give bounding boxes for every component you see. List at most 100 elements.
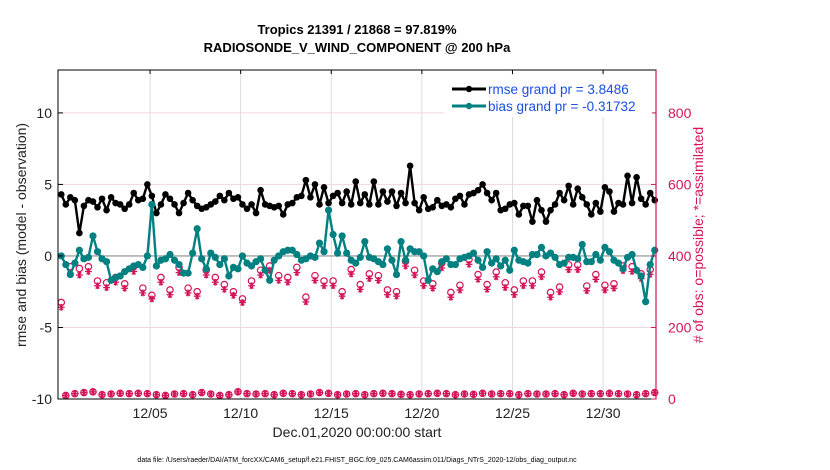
x-tick-label: 12/30 — [586, 405, 621, 421]
legend: rmse grand pr = 3.8486 bias grand pr = -… — [444, 75, 652, 117]
obs-assimilated-marker — [80, 389, 88, 396]
bias-point — [143, 252, 151, 260]
rmse-point — [510, 199, 518, 207]
bias-point — [216, 260, 224, 269]
obs-assimilated-marker — [85, 268, 92, 275]
x-axis-label: Dec.01,2020 00:00:00 start — [273, 424, 442, 440]
rmse-point — [406, 162, 414, 170]
obs-assimilated-marker — [583, 287, 591, 295]
bias-point — [415, 248, 423, 256]
rmse-point — [628, 199, 636, 207]
obs-assimilated-marker — [143, 390, 151, 398]
bias-point — [614, 259, 623, 267]
rmse-point — [366, 201, 373, 208]
rmse-point — [316, 201, 323, 208]
obs-assimilated-marker — [275, 277, 283, 284]
bias-point — [270, 256, 278, 264]
rmse-point — [62, 201, 70, 208]
obs-assimilated-marker — [429, 284, 437, 292]
obs-assimilated-marker — [284, 278, 292, 286]
bias-point — [275, 252, 283, 260]
obs-assimilated-marker — [406, 391, 414, 399]
obs-assimilated-marker — [370, 390, 378, 398]
rmse-point — [597, 208, 604, 215]
bias-point — [66, 270, 74, 279]
obs-assimilated-marker — [302, 298, 310, 306]
rmse-point — [492, 189, 500, 197]
y-left-tick-label: 5 — [44, 176, 52, 192]
obs-assimilated-marker — [411, 271, 419, 279]
obs-assimilated-marker — [365, 275, 373, 283]
rmse-point — [71, 196, 79, 204]
rmse-point — [624, 172, 631, 180]
obs-assimilated-marker — [89, 388, 97, 396]
bias-point — [592, 250, 600, 259]
obs-assimilated-marker — [596, 390, 604, 398]
bias-point — [537, 243, 546, 251]
rmse-point — [411, 199, 418, 207]
rmse-point — [578, 194, 586, 201]
bias-point — [338, 232, 346, 240]
obs-assimilated-marker — [501, 284, 509, 291]
obs-assimilated-marker — [433, 389, 441, 397]
obs-assimilated-marker — [307, 390, 314, 398]
bias-point — [84, 253, 93, 261]
obs-assimilated-marker — [379, 389, 387, 397]
y-axis-left-ticks: 10 5 0 -5 -10 — [32, 105, 63, 407]
obs-possible-marker — [75, 264, 84, 273]
obs-assimilated-marker — [57, 303, 65, 311]
bias-point — [546, 249, 555, 257]
obs-assimilated-marker — [356, 285, 364, 293]
rmse-point — [334, 189, 341, 197]
obs-assimilated-marker — [556, 288, 563, 296]
obs-assimilated-marker — [601, 286, 609, 294]
obs-assimilated-marker — [166, 291, 174, 299]
legend-bias-label: bias grand pr = -0.31732 — [488, 99, 635, 114]
y-left-tick-label: -5 — [40, 319, 53, 335]
obs-assimilated-marker — [578, 390, 586, 398]
rmse-point — [447, 204, 455, 211]
rmse-point — [370, 178, 378, 185]
obs-assimilated-marker — [442, 390, 450, 398]
bias-point — [424, 276, 432, 284]
legend-rmse-label: rmse grand pr = 3.8486 — [488, 82, 629, 97]
y-left-tick-label: 0 — [44, 248, 52, 264]
bias-point — [247, 262, 256, 270]
rmse-point — [107, 194, 115, 201]
obs-assimilated-marker — [547, 293, 554, 301]
obs-assimilated-marker — [538, 273, 545, 281]
obs-assimilated-marker — [465, 260, 473, 268]
obs-assimilated-marker — [533, 390, 541, 398]
obs-assimilated-marker — [415, 390, 423, 398]
obs-assimilated-marker — [239, 299, 246, 306]
rmse-point — [379, 188, 387, 195]
rmse-point — [483, 189, 491, 197]
rmse-point — [433, 196, 441, 204]
rmse-point — [633, 173, 640, 181]
rmse-point — [279, 211, 287, 218]
rmse-point — [384, 198, 391, 205]
obs-assimilated-marker — [470, 390, 477, 398]
obs-assimilated-marker — [569, 389, 577, 397]
data-file-footer: data file: /Users/raeder/DAI/ATM_forcXX/… — [137, 457, 577, 464]
rmse-point — [610, 208, 618, 215]
obs-assimilated-marker — [293, 269, 301, 276]
obs-assimilated-marker — [461, 390, 468, 398]
obs-assimilated-marker — [492, 273, 500, 281]
obs-assimilated-marker — [288, 390, 296, 398]
y-axis-right-ticks: 800 600 400 200 0 — [651, 105, 692, 407]
obs-assimilated-marker — [542, 390, 550, 398]
obs-assimilated-marker — [316, 389, 323, 396]
y-right-tick-label: 600 — [668, 176, 692, 192]
obs-assimilated-marker — [71, 390, 79, 398]
bias-point — [293, 250, 301, 259]
obs-assimilated-marker — [352, 390, 360, 398]
obs-assimilated-marker — [374, 277, 382, 284]
rmse-point — [153, 209, 160, 217]
rmse-point — [148, 192, 156, 200]
rmse-point — [474, 186, 482, 194]
obs-assimilated-marker — [234, 388, 242, 396]
bias-point — [619, 265, 627, 273]
bias-point — [388, 256, 396, 264]
rmse-point — [547, 206, 554, 214]
